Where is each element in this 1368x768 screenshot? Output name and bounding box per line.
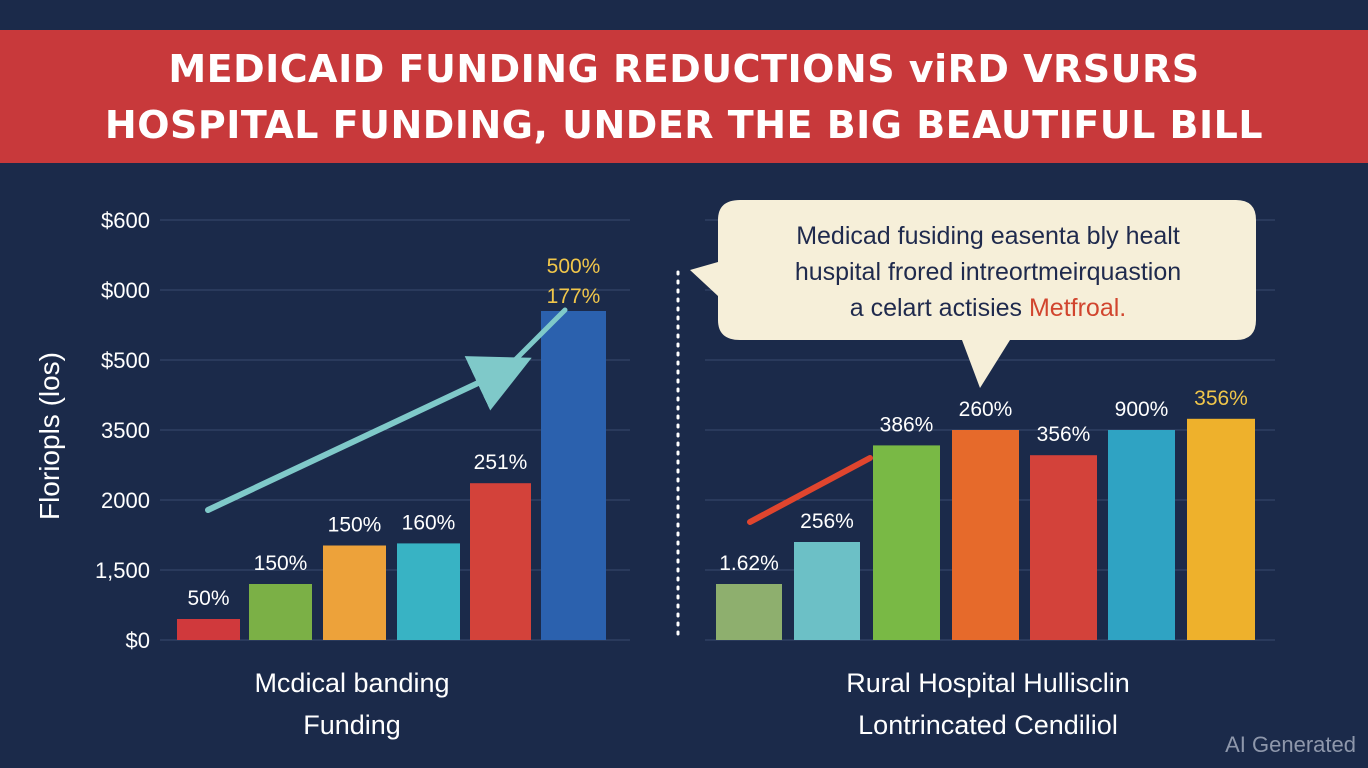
- left-y-tick-label: 2000: [101, 488, 150, 513]
- right-bar: [1108, 430, 1175, 640]
- right-bar: [794, 542, 860, 640]
- left-bar-label: 150%: [328, 514, 382, 537]
- right-bar-label: 1.62%: [719, 552, 779, 575]
- right-bar-label: 356%: [1194, 387, 1248, 410]
- left-y-tick-label: 3500: [101, 418, 150, 443]
- right-bar: [873, 445, 940, 640]
- right-bar-label: 386%: [880, 413, 934, 436]
- left-y-tick-label: $600: [101, 208, 150, 233]
- callout-line-3: a celart actisies Metfroal.: [724, 290, 1252, 326]
- left-bar-label: 150%: [254, 552, 308, 575]
- title-line-2: HOSPITAL FUNDING, UNDER THE BIG BEAUTIFU…: [104, 102, 1264, 147]
- watermark: AI Generated: [1225, 732, 1356, 757]
- left-y-tick-label: $500: [101, 348, 150, 373]
- callout-line-3-prefix: a celart actisies: [849, 294, 1029, 322]
- callout-highlight: Metfroal.: [1028, 294, 1127, 322]
- callout-line-2: huspital frored intreortmeirquastion: [794, 258, 1182, 286]
- left-bar: [541, 311, 606, 640]
- right-bar: [716, 584, 782, 640]
- callout-line-1: Medicad fusiding easenta bly healt: [796, 222, 1180, 250]
- title-banner: MEDICAID FUNDING REDUCTIONS viRD VRSURS …: [0, 30, 1368, 163]
- left-bar: [397, 543, 460, 640]
- left-bar: [470, 483, 531, 640]
- left-bar-label: 500%: [547, 255, 601, 278]
- title-line-1: MEDICAID FUNDING REDUCTIONS viRD VRSURS: [168, 46, 1200, 91]
- right-bar: [1187, 418, 1255, 640]
- right-bar-label: 260%: [959, 398, 1013, 421]
- left-trend-extension: [502, 307, 568, 373]
- left-y-tick-label: 1,500: [95, 558, 150, 583]
- left-trend-arrow: [205, 356, 532, 513]
- left-x-title-line-2: Funding: [303, 710, 401, 740]
- left-bar-label: 251%: [474, 451, 528, 474]
- left-y-tick-label: $0: [126, 628, 150, 653]
- left-bar: [323, 545, 386, 640]
- right-trend-line: [747, 455, 873, 525]
- left-x-axis-title: Mcdical banding Funding: [212, 662, 492, 746]
- y-axis-title: Floriopls (los): [34, 351, 65, 521]
- right-bar-label: 356%: [1037, 423, 1091, 446]
- right-bar: [1030, 455, 1097, 640]
- left-bar-label-secondary: 177%: [547, 285, 601, 308]
- callout-bubble: [690, 200, 1256, 388]
- right-bar-label: 900%: [1115, 398, 1169, 421]
- left-x-title-line-1: Mcdical banding: [254, 668, 450, 698]
- right-x-title-line-2: Lontrincated Cendiliol: [858, 710, 1118, 740]
- left-bar-label: 50%: [187, 587, 229, 610]
- right-x-axis-title: Rural Hospital Hullisclin Lontrincated C…: [788, 662, 1188, 746]
- left-bar: [249, 584, 312, 640]
- callout-text: Medicad fusiding easenta bly healt huspi…: [724, 218, 1252, 326]
- left-bar: [177, 619, 240, 640]
- left-bar-label: 160%: [402, 511, 456, 534]
- left-y-tick-label: $000: [101, 278, 150, 303]
- right-bar-label: 256%: [800, 510, 854, 533]
- right-bar: [952, 430, 1019, 640]
- right-x-title-line-1: Rural Hospital Hullisclin: [846, 668, 1130, 698]
